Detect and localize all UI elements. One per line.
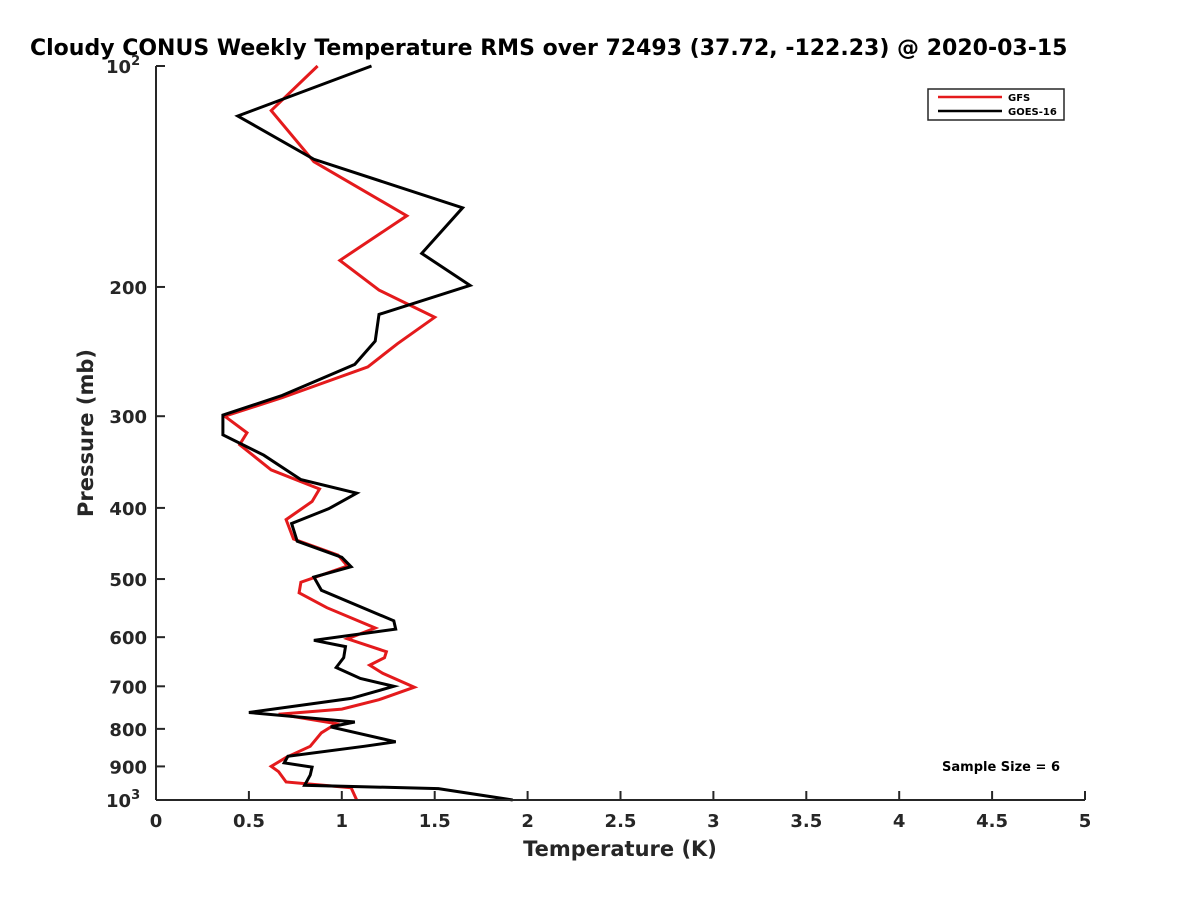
x-tick-label: 4.5 [976,811,1008,832]
y-tick-label: 300 [109,407,147,428]
series-line-goes16 [221,64,513,802]
legend-box [927,88,1065,121]
y-tick-label: 600 [109,628,147,649]
series-line-gfs [221,64,438,801]
y-tick-label: 200 [109,278,147,299]
y-tick-label: 102 [106,54,140,78]
legend-label-gfs: GFS [1008,93,1030,104]
x-tick-label: 1.5 [419,811,451,832]
x-axis-label: Temperature (K) [523,837,717,861]
x-tick-label: 2 [521,811,534,832]
y-tick-label: 900 [109,757,147,778]
axes-layer [155,66,1085,801]
x-tick-label: 0 [150,811,163,832]
y-ticks: 102 200 300 400 500 600 700 800 900 103 [106,54,165,812]
series-layer [221,64,513,802]
legend: GFS GOES-16 [927,88,1065,121]
legend-label-goes16: GOES-16 [1008,107,1057,118]
x-ticks: 0 0.5 1 1.5 2 2.5 3 3.5 4 4.5 5 [150,791,1092,832]
x-tick-label: 4 [893,811,906,832]
x-tick-label: 5 [1079,811,1092,832]
x-tick-label: 2.5 [605,811,637,832]
x-tick-label: 3 [707,811,720,832]
y-tick-label: 500 [109,570,147,591]
y-tick-label: 700 [109,677,147,698]
y-tick-label: 800 [109,720,147,741]
chart-title: Cloudy CONUS Weekly Temperature RMS over… [30,36,1067,61]
x-tick-label: 1 [336,811,349,832]
x-tick-label: 0.5 [233,811,265,832]
y-axis-label: Pressure (mb) [74,349,98,517]
y-tick-label: 400 [109,499,147,520]
y-tick-label: 103 [106,788,140,812]
sample-size-annotation: Sample Size = 6 [942,760,1060,775]
x-tick-label: 3.5 [790,811,822,832]
